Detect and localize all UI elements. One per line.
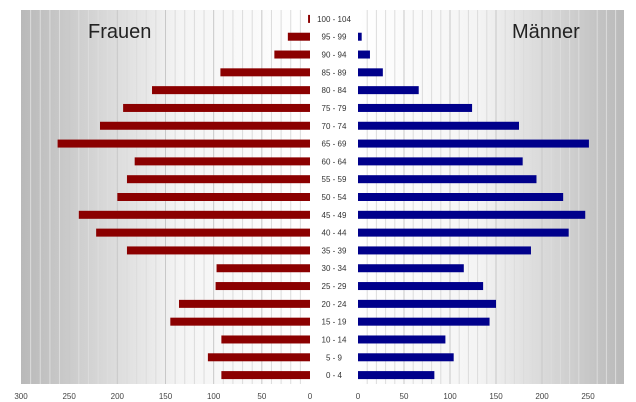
bar-maenner	[358, 317, 490, 326]
age-group-label: 25 - 29	[322, 282, 347, 291]
age-group-label: 65 - 69	[322, 140, 347, 149]
x-tick-label: 150	[489, 392, 503, 401]
age-group-label: 45 - 49	[322, 211, 347, 220]
bar-maenner	[358, 103, 473, 112]
bar-frauen	[178, 299, 310, 308]
age-group-label: 95 - 99	[322, 33, 347, 42]
bar-frauen	[78, 210, 310, 219]
x-tick-label: 100	[443, 392, 457, 401]
bar-frauen	[99, 121, 310, 130]
bar-frauen	[170, 317, 310, 326]
bar-maenner	[358, 86, 419, 95]
bar-maenner	[358, 50, 370, 59]
bar-frauen	[287, 32, 310, 41]
bar-maenner	[358, 371, 435, 380]
x-tick-label: 150	[159, 392, 173, 401]
age-group-label: 55 - 59	[322, 175, 347, 184]
bar-maenner	[358, 335, 446, 344]
bar-maenner	[358, 139, 589, 148]
age-group-labels: 100 - 104 95 - 99 90 - 94 85 - 89 80 - 84 75 …	[317, 15, 351, 380]
age-group-label: 15 - 19	[322, 318, 347, 327]
bar-maenner	[358, 68, 383, 77]
age-group-label: 5 - 9	[326, 353, 343, 362]
bar-maenner	[358, 193, 564, 201]
x-tick-label: 250	[62, 392, 76, 401]
bar-maenner	[358, 246, 531, 255]
legend-maenner: Männer	[512, 21, 580, 43]
x-tick-label: 250	[581, 392, 595, 401]
x-tick-label: 100	[207, 392, 221, 401]
legend-frauen: Frauen	[88, 21, 151, 43]
age-group-label: 75 - 79	[322, 104, 347, 113]
bar-maenner	[358, 299, 496, 308]
age-group-label: 30 - 34	[322, 264, 347, 273]
age-group-label: 50 - 54	[322, 193, 347, 202]
bar-maenner	[358, 353, 454, 362]
frauen-bars	[57, 14, 311, 380]
age-group-label: 85 - 89	[322, 68, 347, 77]
bar-frauen	[126, 246, 310, 255]
bar-frauen	[215, 282, 310, 291]
bar-frauen	[207, 353, 310, 362]
age-group-label: 70 - 74	[322, 122, 347, 131]
bar-maenner	[358, 264, 464, 273]
bar-maenner	[358, 157, 523, 166]
age-group-label: 20 - 24	[322, 300, 347, 309]
age-group-label: 80 - 84	[322, 86, 347, 95]
x-tick-label: 300	[14, 392, 28, 401]
bar-frauen	[220, 68, 310, 77]
age-group-label: 100 - 104	[317, 15, 351, 24]
bar-maenner	[358, 175, 537, 184]
bar-frauen	[123, 103, 310, 112]
age-group-label: 10 - 14	[322, 335, 347, 344]
age-group-label: 40 - 44	[322, 229, 347, 238]
x-tick-label: 0	[356, 392, 361, 401]
bar-maenner	[358, 121, 519, 130]
maenner-bars	[358, 32, 589, 380]
bar-maenner	[358, 228, 569, 237]
bar-frauen	[134, 157, 310, 166]
bar-frauen	[96, 228, 310, 237]
age-group-label: 0 - 4	[326, 371, 343, 380]
bar-frauen	[126, 175, 310, 184]
bar-frauen	[221, 335, 310, 344]
bar-frauen	[308, 14, 310, 23]
age-group-label: 90 - 94	[322, 51, 347, 60]
right-axis-tick-labels: 0 50 100 150 200 250	[356, 392, 595, 401]
bar-maenner	[358, 282, 484, 291]
x-tick-label: 0	[308, 392, 313, 401]
age-group-label: 60 - 64	[322, 157, 347, 166]
bar-frauen	[152, 86, 310, 95]
x-tick-label: 200	[535, 392, 549, 401]
x-tick-label: 200	[111, 392, 125, 401]
bar-maenner	[358, 210, 586, 219]
bar-frauen	[221, 371, 310, 380]
age-group-label: 35 - 39	[322, 246, 347, 255]
bar-frauen	[57, 139, 311, 148]
bar-frauen	[274, 50, 310, 59]
bar-frauen	[117, 193, 310, 201]
left-axis-tick-labels: 300 250 200 150 100 50 0	[14, 392, 312, 401]
x-tick-label: 50	[400, 392, 409, 401]
bar-frauen	[216, 264, 310, 273]
x-tick-label: 50	[257, 392, 266, 401]
bar-maenner	[358, 32, 362, 41]
